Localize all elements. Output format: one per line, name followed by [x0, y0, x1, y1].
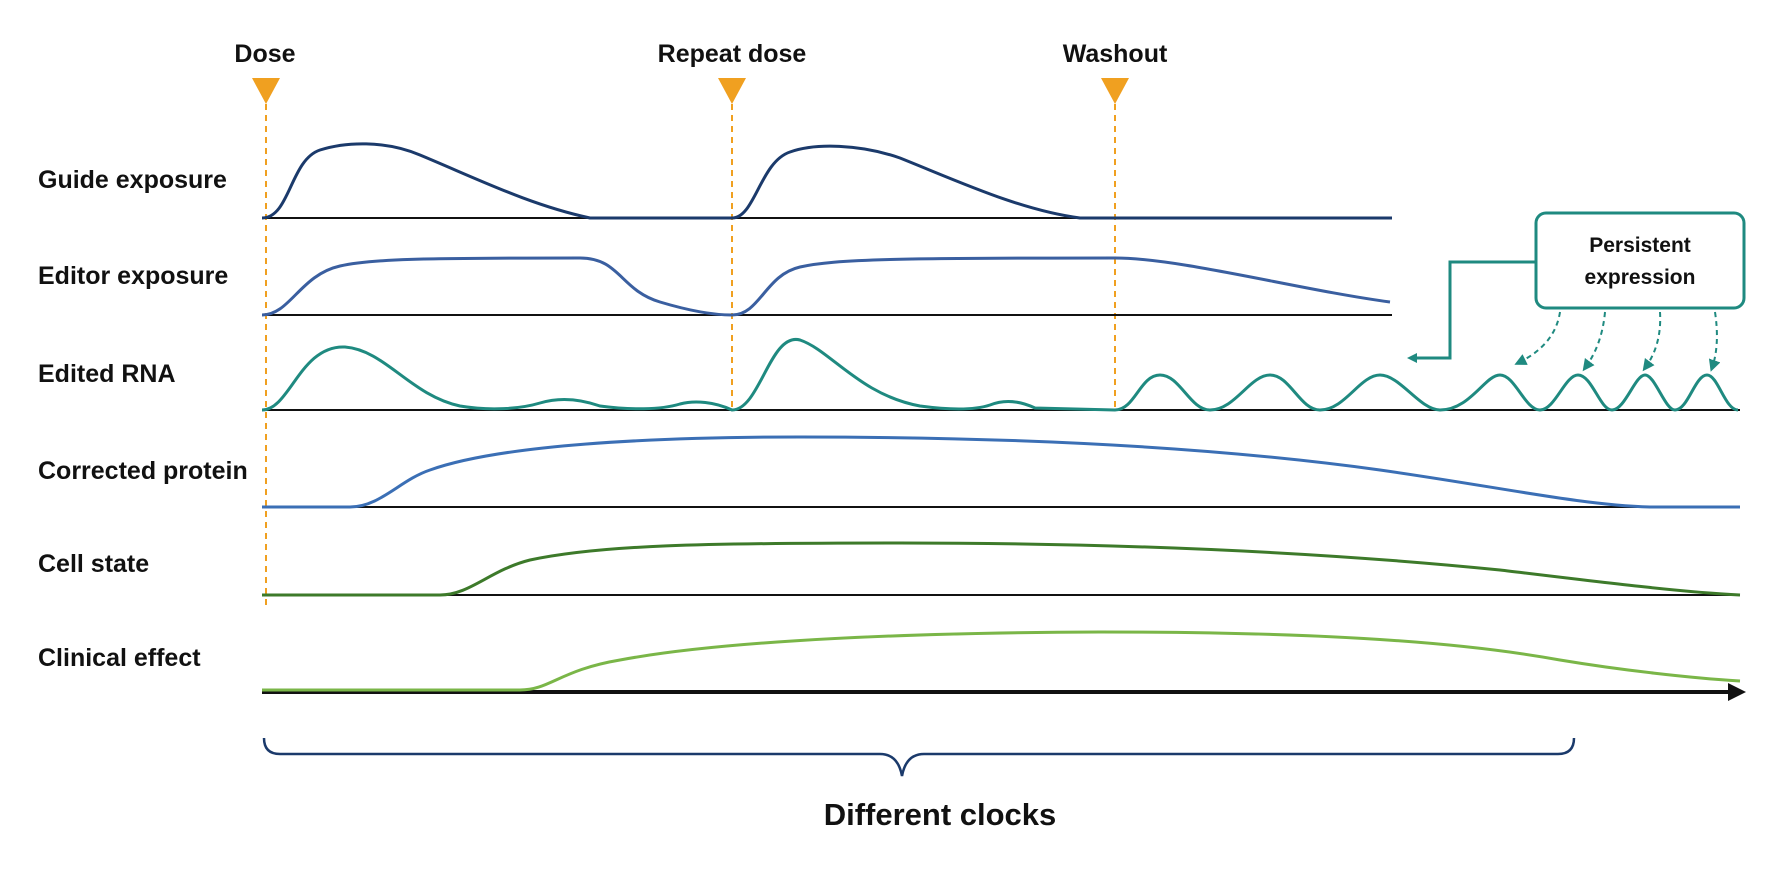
- callout-line2: expression: [1585, 266, 1696, 289]
- persistent-expression-callout: Persistent expression: [1407, 211, 1746, 372]
- callout-box: [1534, 211, 1746, 310]
- curve-cell-state: [262, 541, 1741, 597]
- callout-connector-arrow-icon: [1407, 260, 1536, 363]
- curve-corrected-protein: [262, 435, 1740, 509]
- callout-dashed-arrow-1-icon: [1514, 311, 1561, 365]
- row-label-cell-state: Cell state: [38, 550, 149, 578]
- caption-different-clocks: Different clocks: [824, 797, 1057, 832]
- row-label-editor-exposure: Editor exposure: [38, 262, 228, 290]
- event-label-dose: Dose: [234, 40, 295, 68]
- row-label-edited-rna: Edited RNA: [38, 360, 176, 388]
- event-repeat-dose: Repeat dose: [658, 40, 807, 410]
- row-label-guide-exposure: Guide exposure: [38, 166, 227, 194]
- washout-marker-icon: [1101, 78, 1129, 104]
- dose-marker-icon: [252, 78, 280, 104]
- row-label-clinical-effect: Clinical effect: [38, 644, 201, 672]
- brace-icon: [262, 737, 1576, 777]
- repeat-dose-marker-icon: [718, 78, 746, 104]
- curve-guide-exposure: [261, 142, 1392, 220]
- curve-editor-exposure: [261, 256, 1391, 317]
- callout-line1: Persistent: [1589, 234, 1691, 257]
- callout-dashed-arrow-3-icon: [1642, 311, 1662, 372]
- curve-clinical-effect: [262, 630, 1741, 692]
- event-washout: Washout: [1063, 40, 1168, 410]
- time-axis-arrow-icon: [1728, 683, 1746, 701]
- event-dose: Dose: [234, 40, 296, 605]
- curve-edited-rna: [261, 338, 1739, 412]
- event-label-repeat-dose: Repeat dose: [658, 40, 807, 68]
- event-label-washout: Washout: [1063, 40, 1168, 68]
- row-label-corrected-protein: Corrected protein: [38, 457, 248, 485]
- callout-dashed-arrow-4-icon: [1708, 311, 1721, 372]
- callout-dashed-arrow-2-icon: [1582, 311, 1606, 372]
